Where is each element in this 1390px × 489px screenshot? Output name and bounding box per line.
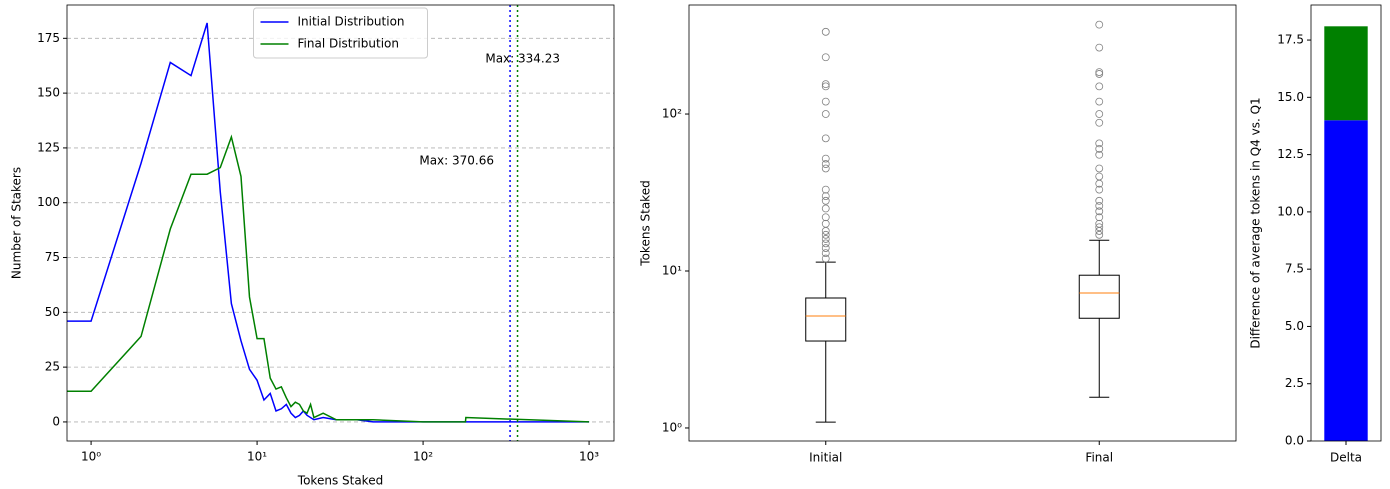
y-tick-label: 175 (37, 31, 60, 45)
y-tick-label: 50 (45, 305, 60, 319)
x-tick-label: 10¹ (247, 450, 267, 464)
y-tick-label: 10.0 (1277, 204, 1304, 218)
y-tick-label: 2.5 (1285, 376, 1304, 390)
flier (821, 230, 830, 239)
flier (1095, 172, 1104, 181)
y-tick-label: 5.0 (1285, 319, 1304, 333)
flier (1095, 201, 1104, 210)
flier (1095, 70, 1104, 78)
y-tick-label: 17.5 (1277, 33, 1304, 47)
flier (1095, 82, 1104, 91)
flier (821, 185, 830, 194)
flier (821, 160, 830, 168)
flier (821, 219, 830, 228)
x-tick-label: Final (1085, 451, 1113, 465)
flier (821, 249, 830, 258)
x-axis-label: Tokens Staked (297, 474, 383, 488)
bar-segment (1324, 120, 1368, 442)
legend-box (253, 7, 428, 59)
flier (1095, 185, 1104, 194)
y-axis-label: Tokens Staked (639, 180, 653, 266)
y-tick-label: 12.5 (1277, 147, 1304, 161)
flier (821, 154, 830, 163)
flier (1095, 219, 1104, 228)
flier (1095, 43, 1104, 52)
flier (1095, 139, 1104, 148)
flier (821, 53, 830, 62)
flier (1095, 213, 1104, 222)
legend-label: Initial Distribution (298, 15, 405, 29)
x-tick-label: 10⁰ (81, 450, 101, 464)
max-annotation: Max: 334.23 (485, 52, 560, 66)
flier (821, 82, 830, 91)
flier (1095, 144, 1104, 153)
flier (821, 80, 830, 89)
x-tick-label: Initial (809, 451, 842, 465)
flier (1095, 196, 1104, 205)
y-axis-label: Difference of average tokens in Q4 vs. Q… (1249, 97, 1263, 348)
flier (821, 110, 830, 118)
y-tick-label: 10¹ (662, 263, 682, 277)
flier (1095, 118, 1104, 127)
flier (821, 196, 830, 205)
x-tick-label: 10³ (579, 450, 599, 464)
flier (821, 254, 830, 263)
y-tick-label: 15.0 (1277, 90, 1304, 104)
flier (821, 235, 830, 243)
flier (1095, 223, 1104, 232)
flier (1095, 164, 1104, 173)
y-tick-label: 7.5 (1285, 262, 1304, 276)
flier (1095, 20, 1104, 29)
flier (821, 244, 830, 252)
flier (821, 213, 830, 222)
y-tick-label: 75 (45, 250, 60, 264)
box (805, 297, 847, 342)
flier (1095, 207, 1104, 216)
flier (821, 97, 830, 106)
x-tick-label: 10² (413, 450, 433, 464)
y-tick-label: 150 (37, 86, 60, 100)
y-tick-label: 100 (37, 195, 60, 209)
flier (821, 204, 830, 213)
flier (1095, 68, 1104, 76)
y-tick-label: 0 (52, 414, 60, 428)
box (1078, 274, 1120, 319)
x-tick-label: Delta (1330, 451, 1362, 465)
flier (821, 192, 830, 201)
bar-segment (1324, 26, 1368, 121)
flier (821, 134, 830, 143)
axes-frame (1310, 4, 1382, 442)
y-tick-label: 0.0 (1285, 434, 1304, 448)
flier (1095, 97, 1104, 106)
flier (1095, 150, 1104, 159)
y-tick-label: 10⁰ (662, 420, 682, 434)
data-line (67, 22, 590, 423)
flier (821, 27, 830, 36)
legend-label: Final Distribution (298, 37, 399, 51)
y-axis-label: Number of Stakers (10, 167, 24, 279)
data-line (67, 134, 590, 423)
axes-frame (688, 4, 1237, 442)
y-tick-label: 25 (45, 360, 60, 374)
flier (821, 239, 830, 248)
max-annotation: Max: 370.66 (419, 154, 494, 168)
y-tick-label: 10² (662, 107, 682, 121)
flier (1095, 110, 1104, 118)
flier (1095, 230, 1104, 239)
axes-frame (66, 4, 615, 442)
y-tick-label: 125 (37, 140, 60, 154)
flier (821, 164, 830, 173)
